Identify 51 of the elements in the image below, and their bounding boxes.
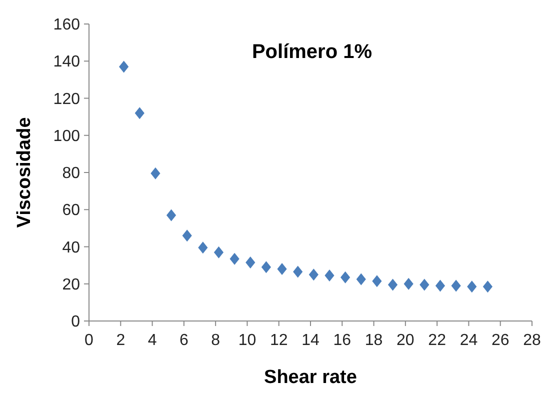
y-tick-label: 80 — [62, 165, 80, 182]
point — [261, 261, 271, 274]
point — [182, 230, 192, 242]
x-tick-label: 12 — [270, 332, 288, 349]
x-tick-label: 18 — [364, 332, 383, 349]
y-tick-label: 140 — [53, 54, 80, 71]
text: Polímero 1% — [252, 41, 372, 63]
point — [134, 107, 144, 120]
point — [230, 252, 240, 265]
point — [246, 256, 256, 269]
x-tick-label: 10 — [238, 332, 256, 349]
point — [404, 278, 414, 290]
point — [277, 263, 287, 276]
y-tick-label: 20 — [62, 276, 80, 294]
point — [435, 280, 446, 292]
point — [420, 278, 430, 291]
x-tick-label: 4 — [148, 332, 157, 349]
point — [372, 275, 382, 288]
x-tick-label: 24 — [460, 332, 478, 349]
point — [340, 271, 350, 284]
point — [388, 278, 398, 291]
point — [356, 273, 366, 286]
point — [214, 246, 224, 258]
x-tick-label: 0 — [84, 332, 94, 349]
x-tick-label: 2 — [116, 332, 126, 349]
x-tick-label: 28 — [523, 332, 541, 349]
x-tick-label: 20 — [396, 332, 414, 349]
x-tick-label: 16 — [333, 332, 352, 349]
y-axis-title: Viscosidade — [14, 117, 35, 228]
point — [119, 60, 129, 73]
x-tick-label: 6 — [179, 332, 188, 349]
y-tick-label: 100 — [53, 128, 80, 145]
y-tick-label: 120 — [53, 90, 80, 108]
point — [198, 242, 208, 254]
point — [467, 280, 477, 293]
x-axis-title: Shear rate — [264, 367, 357, 388]
point — [482, 280, 492, 293]
point — [451, 280, 461, 292]
x-tick-label: 22 — [428, 332, 446, 349]
x-tick-label: 14 — [302, 332, 320, 349]
point — [166, 209, 176, 222]
x-tick-label: 8 — [211, 332, 220, 349]
x-tick-label: 26 — [491, 332, 510, 349]
point — [308, 268, 318, 281]
y-tick-label: 40 — [62, 239, 80, 256]
point — [293, 266, 303, 278]
y-tick-label: 0 — [71, 314, 80, 331]
y-tick-label: 60 — [62, 202, 80, 220]
point — [150, 167, 160, 180]
y-tick-label: 160 — [53, 16, 80, 34]
point — [324, 270, 334, 282]
